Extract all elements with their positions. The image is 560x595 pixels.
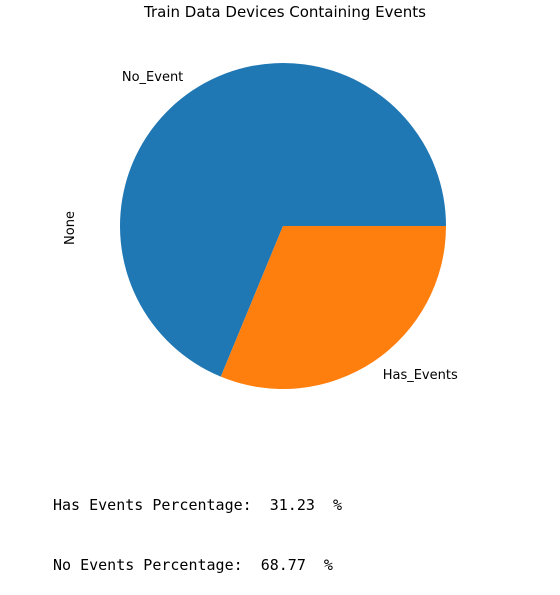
pie-label-no-event: No_Event	[122, 70, 183, 85]
pie-slice-no-event	[119, 63, 446, 377]
chart-title: Train Data Devices Containing Events	[143, 3, 426, 21]
pie-label-has-events: Has_Events	[383, 368, 458, 383]
pie-slice-has-events	[220, 226, 446, 389]
has-events-percentage-text: Has Events Percentage: 31.23 %	[53, 496, 342, 514]
no-events-percentage-text: No Events Percentage: 68.77 %	[53, 556, 333, 574]
pie-slice-labels: No_Event Has_Events	[122, 70, 458, 383]
pie-chart: Train Data Devices Containing Events Non…	[63, 3, 458, 389]
percentage-output: Has Events Percentage: 31.23 % No Events…	[53, 455, 342, 595]
y-axis-label: None	[63, 211, 78, 245]
pie-slices	[119, 63, 446, 389]
